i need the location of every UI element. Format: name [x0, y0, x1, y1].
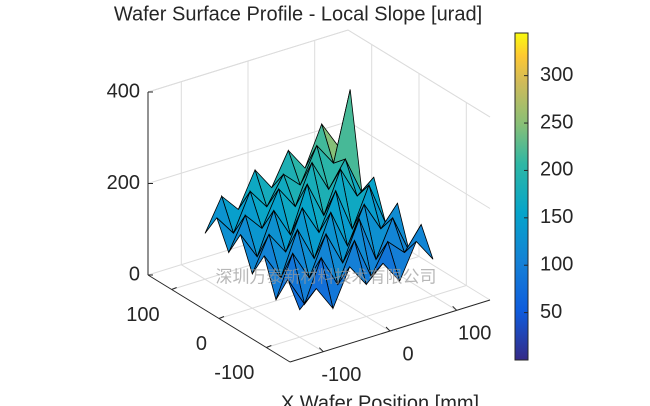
- z-tick-label: 200: [107, 172, 140, 194]
- x-tick-label: -100: [321, 364, 361, 386]
- y-tick-label: 0: [196, 333, 207, 355]
- y-tick-label: -100: [214, 362, 254, 384]
- watermark: 深圳万泰新材料技术有限公司: [216, 267, 437, 286]
- chart-title: Wafer Surface Profile - Local Slope [ura…: [114, 3, 482, 25]
- colorbar-tick-label: 150: [540, 206, 573, 228]
- y-tick: [218, 316, 225, 319]
- x-tick: [385, 326, 391, 332]
- surface-cell: [287, 279, 317, 311]
- y-tick: [266, 345, 272, 348]
- x-tick-label: 0: [402, 343, 413, 365]
- grid-line: [218, 73, 420, 319]
- colorbar: [514, 32, 529, 361]
- colorbar-tick-label: 250: [540, 111, 573, 133]
- colorbar-tick-label: 200: [540, 159, 573, 181]
- box-edge: [147, 29, 491, 118]
- y-tick-label: 100: [126, 304, 159, 326]
- x-tick: [452, 305, 458, 311]
- grid-line: [266, 102, 467, 348]
- x-tick-label: 100: [458, 323, 491, 345]
- grid-line: [147, 29, 491, 118]
- x-axis-label: X Wafer Position [mm]: [281, 392, 479, 406]
- z-tick-label: 400: [107, 80, 140, 102]
- y-tick: [171, 287, 177, 290]
- colorbar-tick-label: 300: [540, 64, 573, 86]
- x-tick: [318, 347, 324, 353]
- grid-line: [180, 81, 324, 353]
- colorbar-tick-label: 50: [540, 301, 562, 323]
- z-tick-label: 0: [129, 263, 140, 285]
- colorbar-tick-label: 100: [540, 253, 573, 275]
